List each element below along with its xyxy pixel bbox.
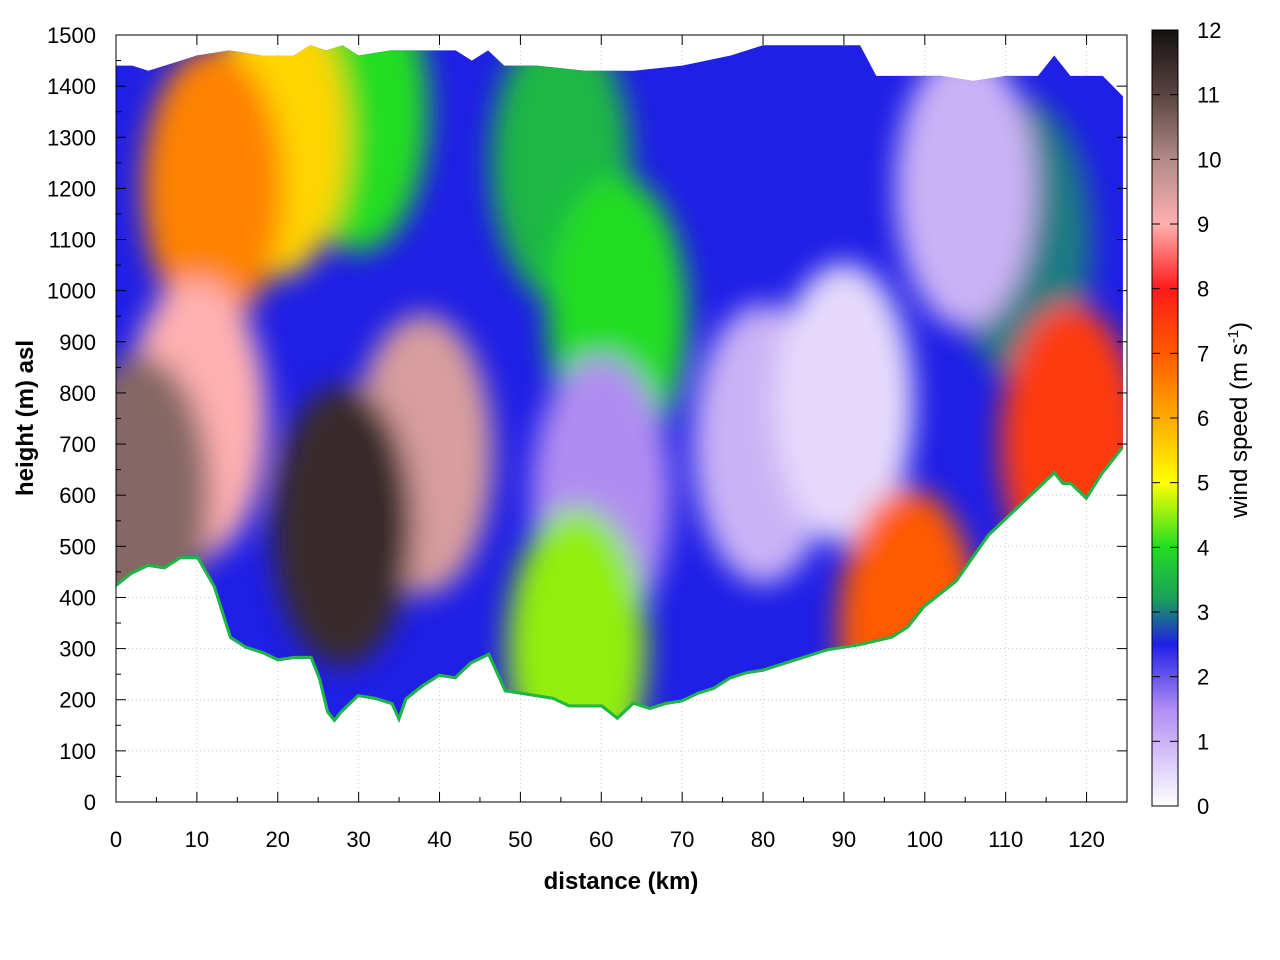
y-tick-label: 700	[59, 432, 96, 457]
x-tick-label: 0	[110, 827, 122, 852]
x-tick-label: 10	[185, 827, 209, 852]
field-region	[143, 48, 284, 329]
y-tick-label: 1500	[47, 23, 96, 48]
colorbar-tick-label: 11	[1197, 83, 1220, 108]
colorbar-tick-label: 5	[1197, 471, 1209, 496]
x-axis-title: distance (km)	[544, 868, 699, 895]
field-region	[895, 48, 1036, 329]
y-tick-label: 100	[59, 739, 96, 764]
colorbar-tick-label: 4	[1197, 535, 1209, 560]
x-tick-label: 70	[670, 827, 694, 852]
y-tick-label: 1300	[47, 125, 96, 150]
terrain-edge	[116, 447, 1123, 723]
colorbar-title-superscript: -1	[1225, 330, 1242, 343]
y-tick-label: 600	[59, 483, 96, 508]
colorbar-tick-label: 9	[1197, 212, 1209, 237]
colorbar-tick-label: 8	[1197, 277, 1209, 302]
y-axis-title: height (m) asl	[12, 340, 39, 496]
x-tick-label: 50	[508, 827, 532, 852]
x-tick-label: 40	[427, 827, 451, 852]
colorbar-tick-label: 2	[1197, 665, 1209, 690]
colorbar-title-close: )	[1226, 322, 1253, 330]
y-tick-label: 300	[59, 637, 96, 662]
x-tick-label: 120	[1068, 827, 1105, 852]
x-tick-label: 30	[346, 827, 370, 852]
field-region	[272, 385, 413, 666]
y-axis: 0 100 200 300 400 500 600 700 800 900 1000 1100 1200…	[47, 23, 1127, 815]
x-tick-label: 100	[906, 827, 943, 852]
y-tick-label: 500	[59, 534, 96, 559]
y-tick-label: 1100	[49, 228, 96, 253]
colorbar-tick-label: 0	[1197, 794, 1209, 819]
colorbar-tick-label: 3	[1197, 600, 1209, 625]
x-tick-label: 60	[589, 827, 613, 852]
colorbar-tick-label: 7	[1197, 341, 1209, 366]
colorbar-tick-label: 1	[1197, 729, 1209, 754]
x-axis: 0 10 20 30 40 50 60 70 80 90 100 110 120	[110, 35, 1105, 852]
x-tick-label: 90	[832, 827, 856, 852]
x-tick-label: 110	[988, 827, 1023, 852]
y-tick-label: 1400	[47, 74, 96, 99]
colorbar-title: wind speed (m s-1)	[1225, 322, 1253, 519]
y-tick-label: 400	[59, 585, 96, 610]
y-tick-label: 800	[59, 381, 96, 406]
y-tick-label: 900	[59, 330, 96, 355]
colorbar-tick-label: 12	[1197, 18, 1221, 43]
colorbar-title-main: wind speed (m s	[1226, 343, 1253, 519]
y-tick-label: 200	[59, 688, 96, 713]
y-tick-label: 0	[84, 790, 96, 815]
x-tick-label: 20	[266, 827, 290, 852]
y-tick-label: 1200	[47, 176, 96, 201]
plot-area: 0 10 20 30 40 50 60 70 80 90 100 110 120 0 100 200 300 4…	[47, 23, 1128, 852]
colorbar-tick-label: 10	[1197, 147, 1221, 172]
colorbar-tick-label: 6	[1197, 406, 1209, 431]
field-region	[773, 263, 914, 544]
x-tick-label: 80	[751, 827, 775, 852]
y-tick-label: 1000	[47, 279, 96, 304]
